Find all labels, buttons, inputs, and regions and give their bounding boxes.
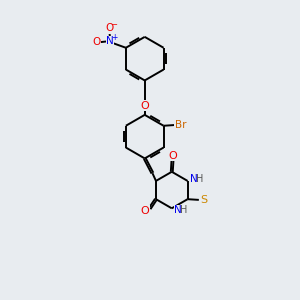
Text: Br: Br [175, 120, 186, 130]
Text: O: O [93, 37, 101, 47]
Text: H: H [180, 206, 188, 215]
Text: N: N [174, 206, 182, 215]
Text: O: O [105, 23, 113, 33]
Text: +: + [111, 33, 117, 42]
Text: O: O [141, 206, 149, 216]
Text: H: H [196, 174, 203, 184]
Text: O: O [140, 101, 149, 111]
Text: −: − [110, 20, 117, 29]
Text: N: N [106, 36, 114, 46]
Text: S: S [200, 195, 207, 205]
Text: N: N [190, 174, 198, 184]
Text: O: O [168, 151, 177, 160]
